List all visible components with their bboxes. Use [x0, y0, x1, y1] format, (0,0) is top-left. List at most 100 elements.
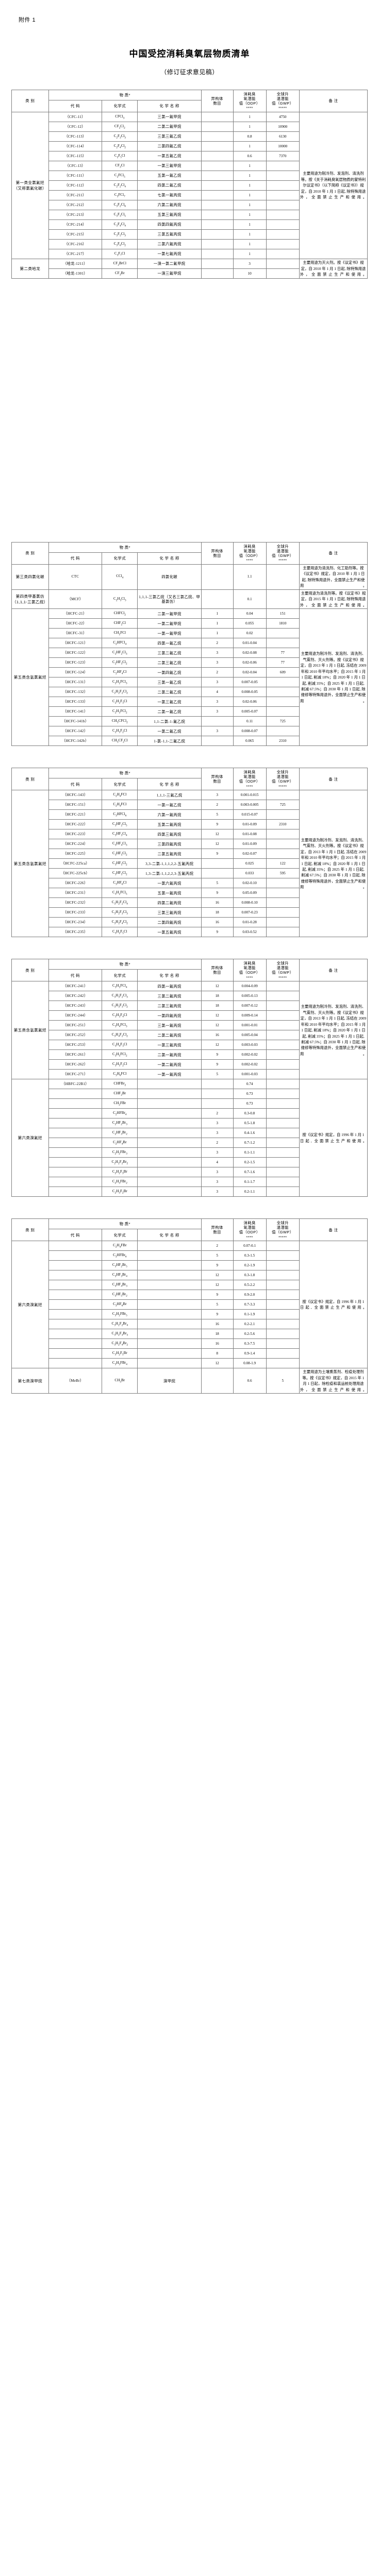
table-row[interactable]: （CFC-211） C3FCl7 七氯一氟丙烷 1 — [12, 190, 368, 200]
table-row[interactable]: 第四类甲基氯仿（1,1,1-三氯乙烷） （MCF） C2H3Cl3 1,1,1-三氯乙… — [11, 589, 368, 609]
table-row[interactable]: （CFC-13） CF3Cl 一氯三氟甲烷 1 — [12, 161, 368, 171]
substance-code: （CFC-212） — [48, 200, 103, 210]
substance-code: （HCFC-262） — [48, 1059, 103, 1070]
table-row[interactable]: 第六类溴氟烃 （HBFC-22B1） CHFBr2 0.74 按《议定书》规定，自 19… — [11, 1079, 368, 1197]
substance-name — [137, 1299, 202, 1310]
table-row[interactable]: 第二类哈龙 （哈龙-1211） CF2BrCl 一溴一氯二氟甲烷 3 主要用途为灭火剂。按… — [11, 259, 368, 279]
gwp-value — [266, 1059, 300, 1070]
col-header-code: 代 码 — [48, 969, 103, 982]
substance-code: （HCFC-133） — [48, 697, 103, 707]
odp-value: 1 — [233, 112, 267, 122]
table-row[interactable]: （CFC-114） C2F4Cl2 二氯四氟乙烷 1 10000 — [12, 141, 368, 151]
odp-value: 0.005-0.07 — [233, 706, 267, 717]
isomer-count: 3 — [201, 1167, 234, 1178]
table-row[interactable]: （HCFC-132） C2H2F2Cl2 二氯二氟乙烷 4 0.008-0.05 — [12, 687, 368, 698]
table-row[interactable]: （HCFC-141b） CH3CFCl2 1,1-二氯-1-氟乙烷 0.11 725 — [12, 716, 368, 727]
table-row[interactable]: （HCFC-226） C3HF6Cl 一氯六氟丙烷 5 0.02-0.10 — [12, 878, 368, 889]
table-row[interactable]: 第五类含氢氯氟烃 （HCFC-241） C3H3FCl4 四氯一氟丙烷 12 0.004-… — [11, 981, 368, 1080]
table-row[interactable]: C3H2F2Br4 16 0.2-2.1 — [12, 1319, 368, 1330]
substance-name — [137, 1290, 202, 1300]
table-row[interactable]: （HCFC-131） C2H2FCl3 三氯一氟乙烷 3 0.007-0.05 — [12, 677, 368, 688]
table-row[interactable]: （HCFC-133） C2H2F3Cl 一氯三氟乙烷 3 0.02-0.06 — [12, 697, 368, 707]
table-row[interactable]: （HCFC-235） C3H2F5Cl 一氯五氟丙烷 9 0.03-0.52 — [12, 927, 368, 938]
table-row[interactable]: （CFC-12） CF2Cl2 二氯二氟甲烷 1 10900 — [12, 122, 368, 132]
substance-code — [48, 1098, 103, 1109]
gwp-value — [266, 1319, 300, 1330]
table-row[interactable]: C2H3F2Br 3 0.2-1.1 — [12, 1187, 368, 1197]
gwp-value: 725 — [266, 800, 300, 810]
substance-code — [48, 1167, 103, 1178]
table-row[interactable]: C3H2F4Br2 16 0.3-7.5 — [12, 1338, 368, 1349]
table-row[interactable]: （HCFC-231） C3H2FCl5 五氯一氟丙烷 9 0.05-0.09 — [12, 888, 368, 899]
table-row[interactable]: （HCFC-234） C3H2F4Cl2 二氯四氟丙烷 16 0.01-0.28 — [12, 917, 368, 928]
table-row[interactable]: C3HF2Br5 9 0.2-1.9 — [12, 1260, 368, 1271]
table-row[interactable]: （HCFC-271） C3H6FCl 一氯一氟丙烷 5 0.001-0.03 — [12, 1069, 368, 1080]
isomer-count — [201, 1089, 234, 1099]
table-row[interactable]: （HCFC-243） C3H3F3Cl2 二氯三氟丙烷 18 0.007-0.12 — [12, 1001, 368, 1011]
gwp-value — [266, 1030, 300, 1041]
category-cell: 第七类溴甲烷 — [11, 1368, 49, 1394]
table-row[interactable]: C2HF2Br3 3 0.5-1.8 — [12, 1118, 368, 1129]
table-row[interactable]: C3HF6Br 5 0.7-3.3 — [12, 1299, 368, 1310]
substance-formula: C3H3FBr4 — [102, 1358, 138, 1369]
table-row[interactable]: 第五类含氢氯氟烃 （HCFC-143） C2H4FCl 1,1,1-三氟乙烷 3 0.00… — [11, 790, 368, 938]
table-row[interactable]: （HCFC-253） C3H4F3Cl 一氯三氟丙烷 12 0.003-0.03 — [12, 1040, 368, 1050]
gwp-value — [266, 219, 300, 230]
table-row[interactable]: 第五类含氢氯氟烃 （HCFC-21） CHFCl2 二氯一氟甲烷 1 0.04 151 主要用… — [11, 608, 368, 747]
table-row[interactable]: （哈龙-1301） CF3Br 一溴三氟甲烷 10 — [12, 268, 368, 279]
table-row[interactable]: （HCFC-142） C2H3F2Cl 一氯二氟乙烷 3 0.008-0.07 — [12, 726, 368, 737]
table-row[interactable]: （CFC-212） C3F2Cl6 六氯二氟丙烷 1 — [12, 200, 368, 210]
table-row[interactable]: （HCFC-252） C3H4F2Cl2 二氯二氟丙烷 16 0.005-0.04 — [12, 1030, 368, 1041]
table-row[interactable]: （HCFC-261） C3H5FCl2 二氯一氟丙烷 9 0.002-0.02 — [12, 1049, 368, 1060]
substance-code: （HCFC-131） — [48, 677, 103, 688]
table-row[interactable]: （CFC-213） C3F3Cl5 五氯三氟丙烷 1 — [12, 210, 368, 220]
table-row[interactable]: C2HF3Br2 3 0.4-1.6 — [12, 1128, 368, 1139]
table-row[interactable]: （HCFC-225cb） C3HF5Cl2 1,3-二氯-1,1,2,2,3-五氟丙… — [12, 868, 368, 879]
table-row[interactable]: 第三类四氯化碳 CTC CCl4 四氯化碳 1.1 主要用途为清洗剂、化工助剂等。按《议定… — [11, 564, 368, 590]
table-row[interactable]: C3HF4Br3 12 0.5-2.2 — [12, 1280, 368, 1291]
substance-code: （HCFC-251） — [48, 1020, 103, 1031]
remarks-cell: 主要用途为制冷剂、发泡剂、清洗剂等。按《关于消耗臭氧层物质的蒙特利尔议定书》（以… — [299, 112, 368, 259]
isomer-count — [201, 589, 234, 609]
table-row[interactable]: C3H2F5Br 8 0.9-1.4 — [12, 1348, 368, 1359]
table-row[interactable]: （HCFC-124） C2HF4Cl 一氯四氟乙烷 2 0.02-0.04 609 — [12, 667, 368, 678]
table-row[interactable]: （HCFC-225ca） C3HF5Cl2 3,3-二氯-1,1,1,2,2-五氟丙… — [12, 858, 368, 869]
substance-code: （HCFC-22） — [48, 618, 103, 629]
col-header-chemical-name: 化 学 名 称 — [137, 969, 202, 982]
odp-value: 0.6 — [233, 1368, 267, 1394]
table-row[interactable]: 第六类溴氟烃 C2H4FBr 2 0.07-0.1 按《议定书》规定，自 1996 年 … — [11, 1241, 368, 1369]
gwp-value — [266, 927, 300, 938]
table-row[interactable]: （HCFC-141） C2H3FCl2 二氯一氟乙烷 3 0.005-0.07 — [12, 706, 368, 717]
table-row[interactable]: （HCFC-242） C3H3F2Cl3 三氯二氟丙烷 18 0.005-0.13 — [12, 991, 368, 1002]
substance-formula: CF3Cl — [102, 161, 138, 171]
isomer-count: 18 — [201, 991, 234, 1002]
table-row[interactable]: （HCFC-31） CH2FCl 一氯一氟甲烷 1 0.02 — [12, 628, 368, 639]
substance-code: （MCF） — [48, 589, 103, 609]
table-row[interactable]: （HCFC-122） C2HF2Cl3 三氯二氟乙烷 3 0.02-0.08 77 — [12, 648, 368, 658]
table-row[interactable]: C2H2F2Br2 4 0.2-1.5 — [12, 1157, 368, 1168]
table-row[interactable]: （HCFC-232） C3H2F2Cl4 四氯二氟丙烷 16 0.008-0.10 — [12, 897, 368, 908]
table-row[interactable]: （HCFC-221） C3HFCl6 六氯一氟丙烷 5 0.015-0.07 — [12, 809, 368, 820]
table-row[interactable]: （HCFC-22） CHF2Cl 一氯二氟甲烷 1 0.055 1810 — [12, 618, 368, 629]
table-row[interactable]: （HCFC-251） C3H4FCl3 三氯一氟丙烷 12 0.001-0.01 — [12, 1020, 368, 1031]
table-row[interactable]: （CFC-115） C2F5Cl 一氯五氟乙烷 0.6 7370 — [12, 151, 368, 161]
table-row[interactable]: （HCFC-123） C2HF3Cl2 二氯三氟乙烷 3 0.02-0.06 77 — [12, 657, 368, 668]
table-row[interactable]: （CFC-216） C3F6Cl2 二氯六氟丙烷 1 — [12, 239, 368, 249]
isomer-count: 18 — [201, 1329, 234, 1340]
substance-formula: C2H2F2Cl2 — [102, 687, 138, 698]
substance-formula: C2H3FBr2 — [102, 1177, 138, 1188]
table-row[interactable]: （HCFC-142b） CH3CF2Cl 1-氯-1,1-二氟乙烷 0.065 2310 — [12, 736, 368, 747]
table-row[interactable]: C3HFBr6 5 0.3-1.5 — [12, 1250, 368, 1261]
table-row[interactable]: C2HF4Br 2 0.7-1.2 — [12, 1138, 368, 1148]
table-row[interactable]: 第七类溴甲烷 （MeBr） CH3Br 溴甲烷 0.6 5 主要用途为土壤熏蒸剂、检疫处理剂… — [11, 1368, 368, 1394]
table-row[interactable]: （HCFC-224） C3HF4Cl3 三氯四氟丙烷 12 0.01-0.09 — [12, 839, 368, 850]
table-row[interactable]: C2H3FBr2 3 0.1-1.7 — [12, 1177, 368, 1188]
col-header-chemical-name: 化 学 名 称 — [137, 1229, 202, 1242]
table-row[interactable]: CH2FBr 0.73 — [12, 1098, 368, 1109]
substance-formula: CHFBr2 — [102, 1079, 138, 1090]
odp-value: 0.73 — [233, 1089, 267, 1099]
table-row[interactable]: 第一类全氯氟烃（又称氯氟化碳） （CFC-11） CFCl3 三氯一氟甲烷 1 4750 主… — [11, 112, 368, 259]
table-row[interactable]: （CFC-113） C2F3Cl3 三氯三氟乙烷 0.8 6130 — [12, 131, 368, 142]
table-row[interactable]: C3H3FBr4 12 0.08-1.9 — [12, 1358, 368, 1369]
substance-code: （HCFC-224） — [48, 839, 103, 850]
